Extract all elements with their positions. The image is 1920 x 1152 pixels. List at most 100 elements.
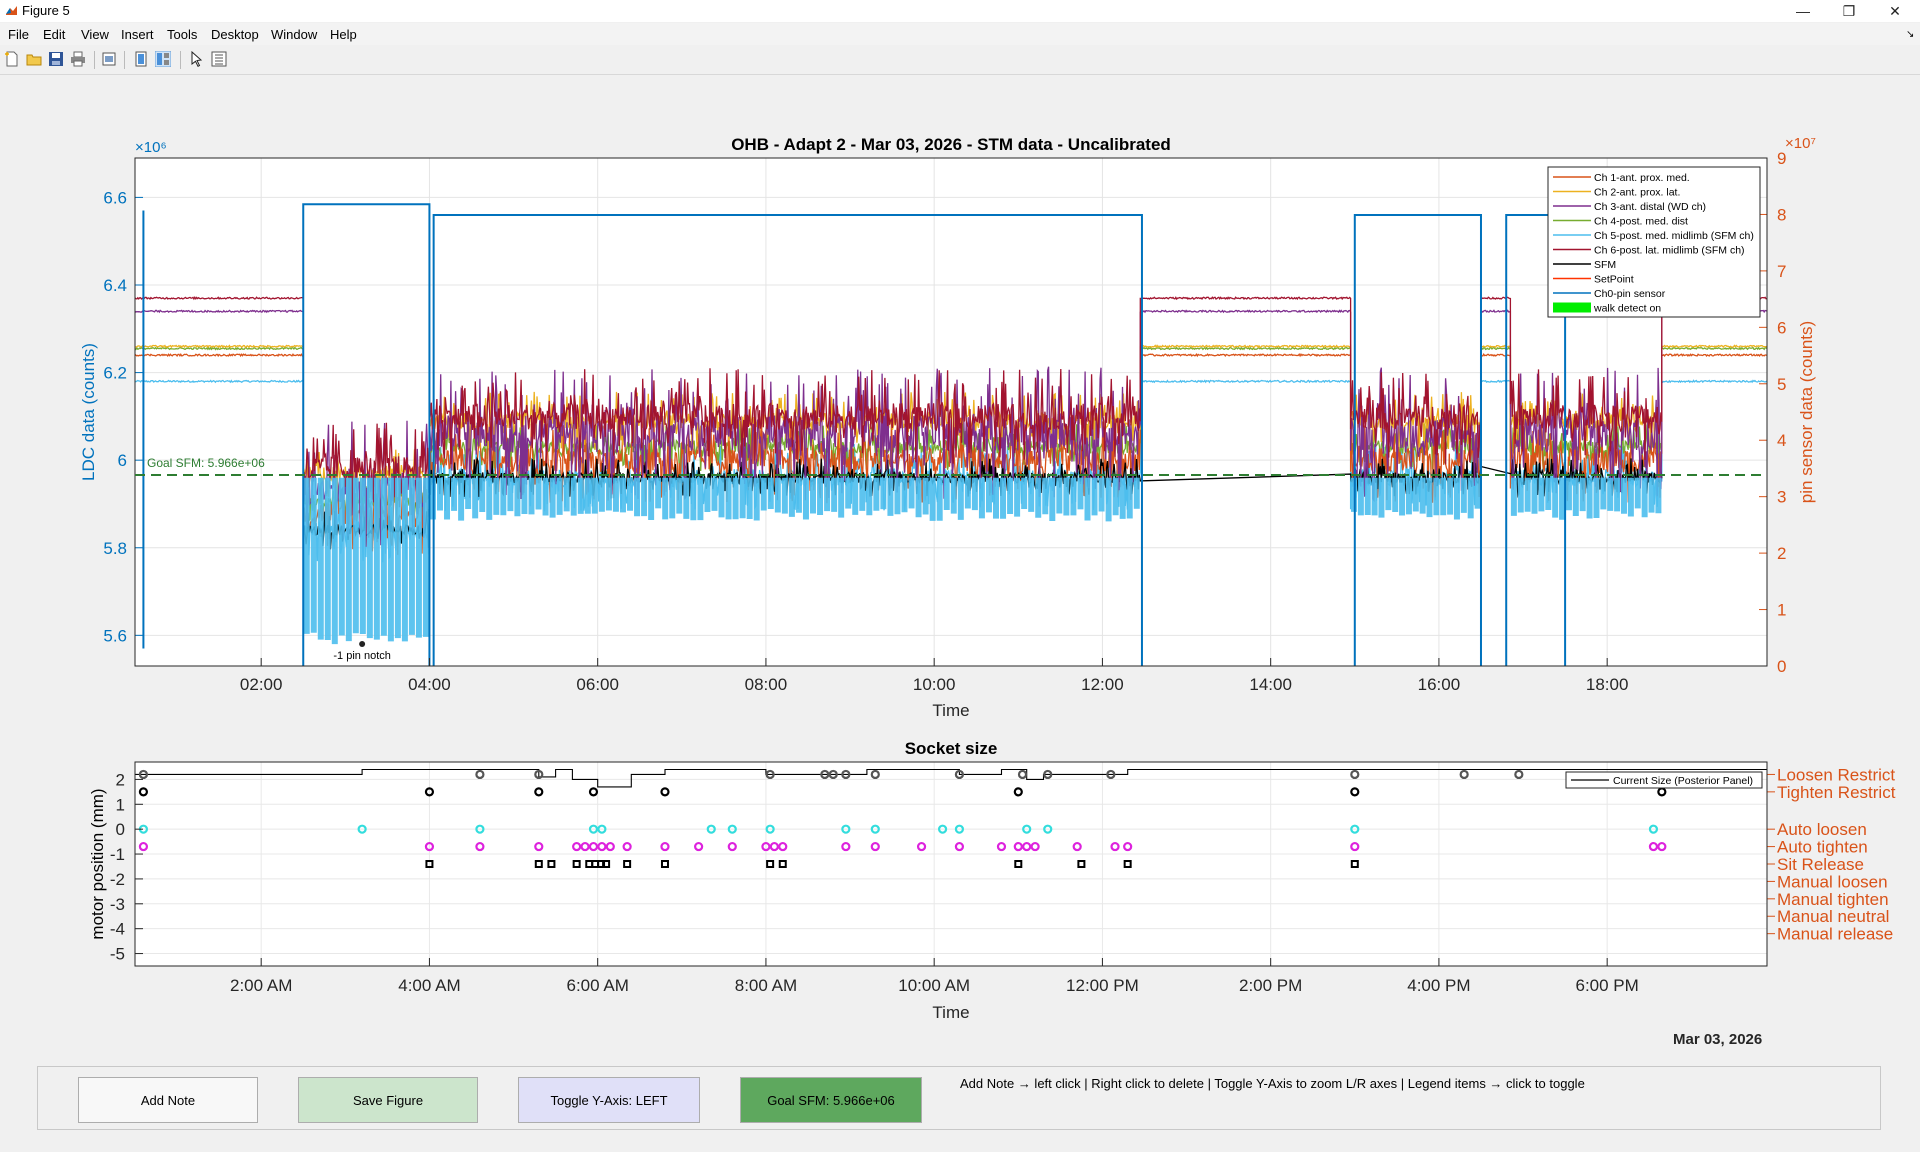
auto-tighten-marker [138,841,149,852]
ch0-pin-sensor-line [1505,214,1567,666]
sit-release-marker [1077,860,1086,868]
property-inspector-icon[interactable] [211,51,227,67]
toolbar-separator [180,51,181,69]
show-plot-tools-icon[interactable] [155,51,171,67]
toggle-y-axis-button[interactable]: Toggle Y-Axis: LEFT [518,1077,700,1123]
edit-plot-icon[interactable] [189,51,205,67]
ch0-pin-sensor-line [432,214,1143,666]
menu-insert[interactable]: Insert [121,27,154,42]
save-icon[interactable] [48,51,64,67]
x-tick-label: 2:00 PM [1239,976,1302,995]
menu-help[interactable]: Help [330,27,357,42]
x-tick-label: 2:00 AM [230,976,292,995]
auto-tighten-marker [694,841,704,852]
tighten-restrict-marker [534,787,544,797]
y-right-tick-label: 4 [1777,431,1786,450]
legend-entry[interactable]: Ch0-pin sensor [1594,288,1666,300]
left-y-axis-label: LDC data (counts) [79,343,98,481]
legend-entry[interactable]: SFM [1594,259,1616,271]
figure-canvas[interactable]: 02:00 04:00 06:00 08:00 10:00 12:00 14:00 16:00… [0,75,1920,1065]
top-axes[interactable]: 02:00 04:00 06:00 08:00 10:00 12:00 14:00 16:00… [79,135,1816,720]
tighten-restrict-marker [1013,787,1023,797]
menu-view[interactable]: View [81,27,109,42]
y-tick-label: 5.8 [103,539,127,558]
bottom-axes[interactable]: 2:00 AM 4:00 AM 6:00 AM 8:00 AM 10:00 AM 12:0… [88,739,1896,1022]
x-tick-label: 02:00 [240,675,283,694]
bottom-legend[interactable]: Current Size (Posterior Panel) [1565,771,1763,789]
sit-release-marker [1350,860,1359,868]
x-tick-label: 6:00 AM [566,976,628,995]
x-tick-label: 8:00 AM [735,976,797,995]
menu-window[interactable]: Window [271,27,318,42]
sit-release-marker [660,860,669,868]
add-note-button[interactable]: Add Note [78,1077,258,1123]
auto-tighten-marker [1123,841,1133,852]
loosen-restrict-marker [765,769,775,780]
hide-plot-tools-icon[interactable] [133,51,149,67]
dock-arrow-icon[interactable]: ↘ [1906,29,1915,40]
legend-entry[interactable]: Ch 5-post. med. midlimb (SFM ch) [1594,230,1754,242]
right-category-label: Manual neutral [1777,907,1889,926]
loosen-restrict-marker [1350,769,1360,780]
auto-tighten-marker [597,841,607,852]
sit-release-marker [534,860,543,868]
y-right-tick-label: 9 [1777,149,1786,168]
auto-loosen-marker [841,824,851,834]
title-bar: Figure 5 — ❐ ✕ [0,0,1920,22]
menu-bar: File Edit View Insert Tools Desktop Wind… [0,23,1920,45]
auto-tighten-marker [916,841,927,852]
auto-tighten-marker [622,841,632,852]
legend-entry[interactable]: Ch 1-ant. prox. med. [1594,172,1690,184]
loosen-restrict-marker [534,769,544,780]
menu-file[interactable]: File [8,27,29,42]
auto-loosen-marker [357,824,367,834]
open-icon[interactable] [26,51,42,67]
right-category-label: Auto tighten [1777,838,1868,857]
legend-entry[interactable]: SetPoint [1594,274,1634,286]
legend-entry[interactable]: Ch 4-post. med. dist [1594,216,1688,228]
save-figure-button[interactable]: Save Figure [298,1077,478,1123]
auto-tighten-marker [727,841,737,852]
x-tick-label: 10:00 [913,675,956,694]
legend-entry[interactable]: Ch 2-ant. prox. lat. [1594,187,1680,199]
legend-entry[interactable]: Current Size (Posterior Panel) [1613,775,1753,787]
tighten-restrict-marker [1350,787,1360,797]
auto-tighten-marker [841,841,851,852]
y-tick-label: 1 [116,795,125,814]
menu-tools[interactable]: Tools [167,27,198,42]
y-tick-label: -4 [110,920,125,939]
loosen-restrict-marker [1459,769,1469,780]
x-tick-label: 12:00 [1081,675,1124,694]
menu-edit[interactable]: Edit [43,27,66,42]
loosen-restrict-marker [870,769,880,780]
auto-tighten-marker [1030,841,1040,852]
legend-entry[interactable]: Ch 3-ant. distal (WD ch) [1594,201,1706,213]
y-right-tick-label: 7 [1777,262,1786,281]
loosen-restrict-marker [954,769,965,780]
menu-desktop[interactable]: Desktop [211,27,259,42]
bottom-chart-title: Socket size [905,739,998,758]
print-preview-icon[interactable] [101,51,117,67]
x-tick-label: 12:00 PM [1066,976,1139,995]
goal-sfm-button[interactable]: Goal SFM: 5.966e+06 [740,1077,922,1123]
legend-entry[interactable]: Ch 6-post. lat. midlimb (SFM ch) [1594,245,1745,257]
auto-loosen-marker [1350,824,1360,834]
control-panel: Add Note Save Figure Toggle Y-Axis: LEFT… [37,1066,1881,1130]
bottom-axes-background [135,762,1767,966]
right-category-label: Auto loosen [1777,820,1867,839]
sit-release-marker [572,860,581,868]
restore-button[interactable]: ❐ [1842,2,1856,19]
y-tick-label: 6.6 [103,188,127,207]
top-legend[interactable]: Ch 1-ant. prox. med. Ch 2-ant. prox. lat.… [1547,166,1761,318]
print-icon[interactable] [70,51,86,67]
x-tick-label: 18:00 [1586,675,1629,694]
series-line [134,309,1768,547]
y-tick-label: 0 [116,820,125,839]
close-button[interactable]: ✕ [1889,2,1901,19]
legend-entry[interactable]: walk detect on [1593,303,1661,315]
new-figure-icon[interactable] [4,51,20,67]
loosen-restrict-marker [1514,769,1524,780]
minimize-button[interactable]: — [1796,3,1810,19]
auto-tighten-marker [1350,841,1360,852]
auto-loosen-marker [870,824,880,834]
